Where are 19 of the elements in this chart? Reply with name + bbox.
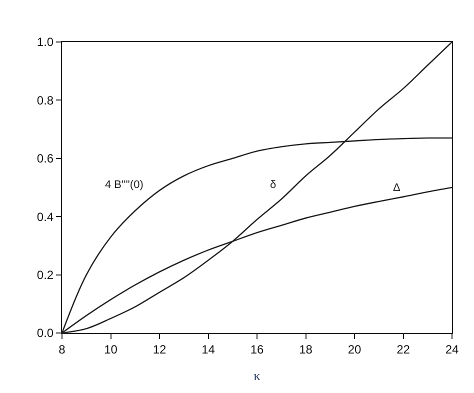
y-tick-label: 0.6 (36, 152, 54, 166)
y-tick-label: 0.0 (36, 326, 54, 340)
x-tick-label: 18 (299, 342, 313, 356)
x-tick-label: 24 (445, 342, 459, 356)
x-tick-label: 10 (104, 342, 118, 356)
y-tick-label: 0.2 (36, 268, 54, 282)
x-tick-label: 12 (152, 342, 166, 356)
x-tick-label: 22 (396, 342, 410, 356)
x-tick-label: 20 (348, 342, 362, 356)
y-tick-label: 0.4 (36, 210, 54, 224)
x-tick-label: 16 (250, 342, 264, 356)
series-label: 4 B''''(0) (105, 179, 144, 191)
x-axis-title: κ (254, 368, 261, 383)
y-tick-label: 1.0 (36, 35, 54, 50)
series-label: δ (270, 179, 276, 191)
series-label: Δ (393, 182, 401, 194)
y-tick-label: 0.8 (36, 93, 54, 108)
x-tick-label: 8 (58, 342, 66, 356)
x-tick-label: 14 (202, 342, 216, 356)
